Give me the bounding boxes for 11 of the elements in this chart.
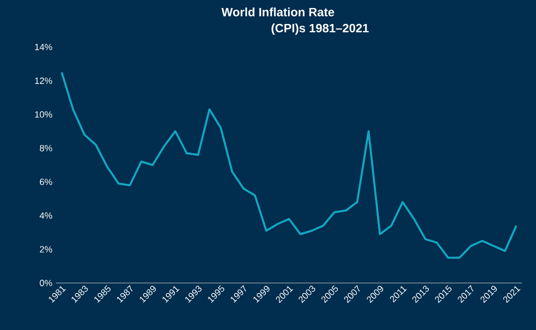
y-tick-label: 10% xyxy=(35,111,52,118)
y-tick-label: 12% xyxy=(35,78,52,84)
line-series xyxy=(60,71,518,259)
y-tick-label: 14% xyxy=(35,44,52,50)
chart-subtitle: (CPI)s 1981–2021 xyxy=(272,24,369,35)
y-tick-label: 4% xyxy=(40,212,52,219)
y-tick-label: 0% xyxy=(40,280,52,286)
y-tick-label: 6% xyxy=(40,178,52,186)
chart-title: World Inflation Rate xyxy=(221,8,334,16)
y-tick-label: 2% xyxy=(40,246,52,252)
y-tick-label: 8% xyxy=(40,144,52,152)
